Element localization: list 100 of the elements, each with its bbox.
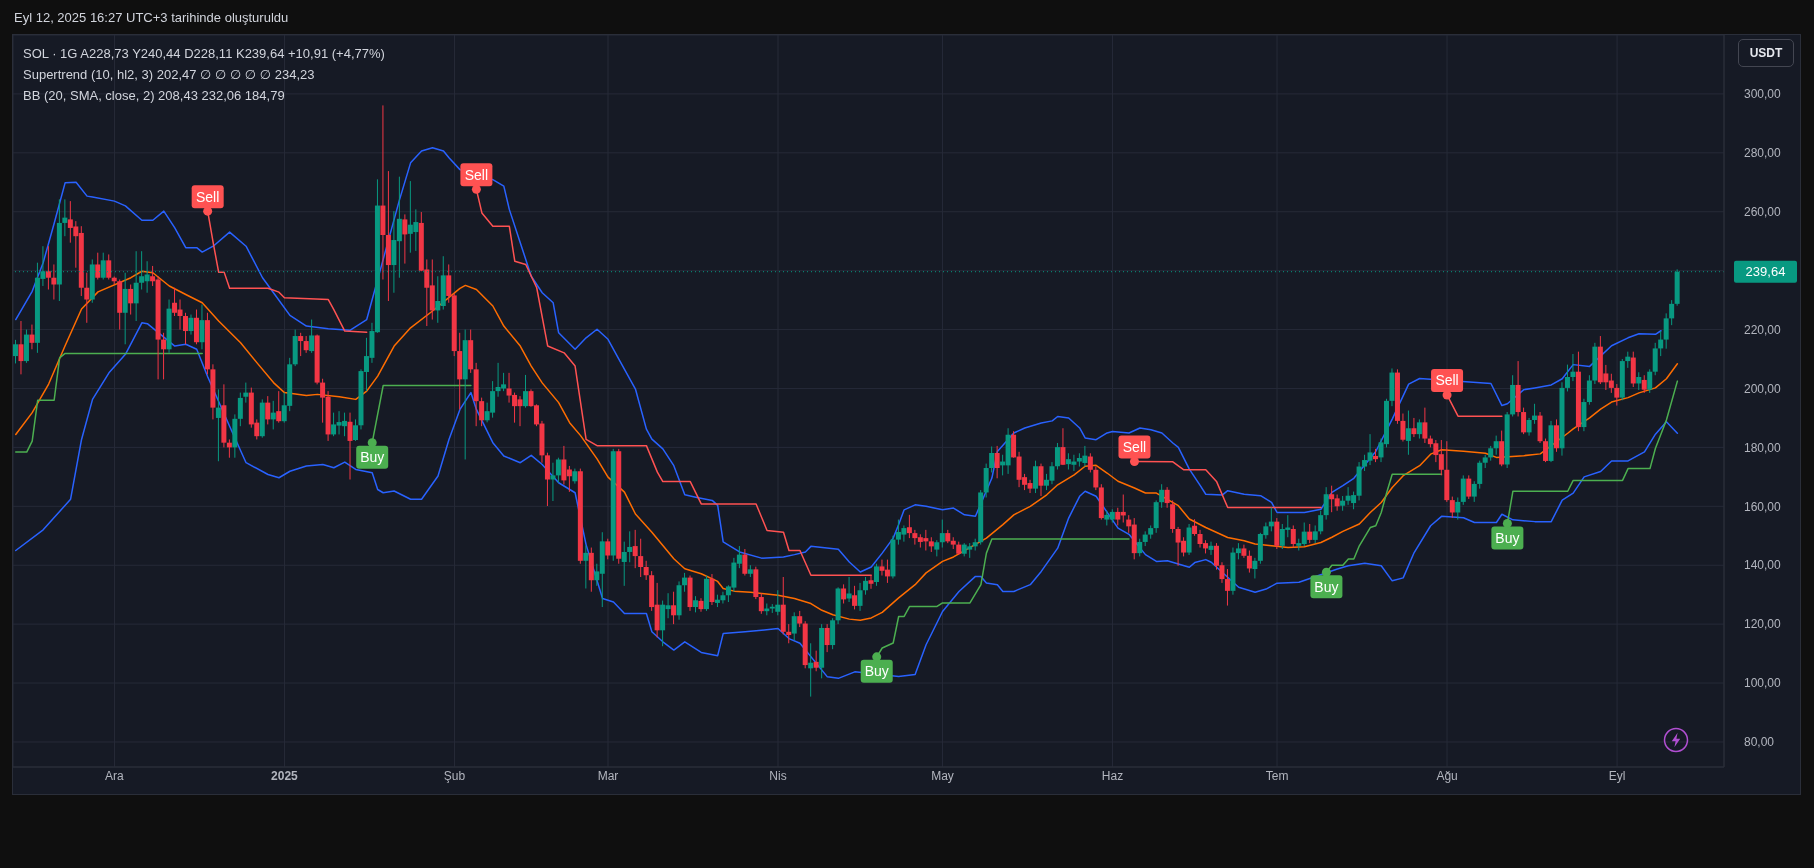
- candlestick: [1652, 342, 1658, 376]
- candlestick: [128, 284, 134, 316]
- candlestick: [18, 320, 24, 375]
- candlestick: [84, 272, 90, 324]
- x-tick-label: Eyl: [1608, 769, 1626, 784]
- candlestick: [237, 392, 243, 427]
- candlestick: [1669, 299, 1675, 326]
- candlestick: [786, 623, 792, 644]
- candlestick: [1532, 403, 1538, 425]
- y-tick-label: 140,00: [1744, 558, 1782, 573]
- annotation: Sell: [1122, 438, 1147, 455]
- line-series: [14, 270, 1679, 622]
- candlestick: [857, 582, 863, 612]
- candlestick: [852, 585, 858, 610]
- y-tick-label: 200,00: [1744, 381, 1782, 396]
- candlestick: [161, 332, 167, 380]
- candlestick: [265, 395, 271, 425]
- y-tick-label: 100,00: [1744, 676, 1782, 691]
- candlestick: [215, 388, 221, 462]
- candlestick: [122, 272, 128, 345]
- candlestick: [1411, 417, 1417, 438]
- candlestick: [1208, 541, 1214, 556]
- candlestick: [1471, 480, 1477, 503]
- candlestick: [627, 530, 633, 563]
- candlestick: [1087, 452, 1093, 473]
- candlestick: [1521, 407, 1527, 435]
- candlestick: [1246, 549, 1252, 574]
- candlestick: [95, 252, 101, 280]
- x-tick-label: Mar: [597, 769, 619, 784]
- candlestick: [1011, 430, 1017, 459]
- candlestick: [402, 213, 408, 265]
- x-tick-label: Ağu: [1436, 769, 1458, 784]
- y-tick-label: 80,00: [1744, 735, 1775, 750]
- candlestick: [1422, 407, 1428, 444]
- candlestick: [353, 418, 359, 442]
- candlestick: [550, 462, 556, 502]
- candlestick: [1586, 374, 1592, 406]
- candlestick: [1318, 510, 1324, 535]
- candlestick: [1307, 523, 1313, 544]
- point: [1129, 457, 1139, 467]
- candlestick: [846, 576, 852, 603]
- candlestick: [1647, 368, 1653, 394]
- line-series: [14, 147, 1662, 573]
- candlestick: [1164, 486, 1170, 509]
- candlestick: [523, 374, 529, 409]
- candlestick: [243, 382, 249, 404]
- candlestick: [605, 538, 611, 560]
- y-tick-label: 160,00: [1744, 499, 1782, 514]
- annotation: Buy: [1495, 529, 1520, 546]
- candlestick: [1323, 486, 1329, 521]
- candlestick: [1290, 524, 1296, 549]
- x-tick-label: Nis: [769, 769, 787, 784]
- candlestick: [298, 332, 304, 357]
- candlestick: [939, 519, 945, 549]
- annotation: Buy: [864, 663, 889, 680]
- annotation: BB (20, SMA, close, 2) 208,43 232,06 184,79: [23, 87, 286, 105]
- x-tick-label: May: [931, 769, 954, 784]
- candlestick: [1033, 460, 1039, 494]
- y-tick-label: 300,00: [1744, 87, 1782, 102]
- candlestick: [1416, 418, 1422, 440]
- candlestick: [638, 538, 644, 578]
- annotation: Buy: [360, 449, 385, 466]
- candlestick: [1400, 413, 1406, 442]
- candlestick: [199, 304, 205, 350]
- candlestick: [1499, 430, 1505, 467]
- candlestick: [758, 592, 764, 615]
- candlestick: [1252, 557, 1258, 579]
- candlestick: [824, 623, 830, 653]
- candlestick: [1477, 460, 1483, 490]
- candlestick: [709, 573, 715, 606]
- candlestick: [621, 541, 627, 587]
- x-tick-label: Haz: [1101, 769, 1124, 784]
- chart-title: Eyl 12, 2025 16:27 UTC+3 tarihinde oluşturuldu: [14, 10, 289, 25]
- candlestick: [183, 312, 188, 345]
- annotation: Sell: [196, 188, 220, 205]
- annotation: Supertrend (10, hl2, 3) 202,47 ∅ ∅ ∅ ∅ ∅ 234,23: [23, 66, 316, 84]
- candlestick: [989, 446, 995, 473]
- candlestick: [29, 324, 35, 350]
- candlestick: [1449, 496, 1455, 519]
- annotation: Buy: [1314, 578, 1339, 595]
- candlestick: [1564, 364, 1570, 392]
- candlestick: [1466, 474, 1472, 500]
- candlestick: [742, 548, 748, 577]
- point: [1502, 518, 1512, 528]
- candlestick: [1054, 442, 1060, 470]
- candlestick: [841, 583, 847, 605]
- y-axis-title: USDT: [1738, 39, 1794, 67]
- candlestick: [868, 575, 874, 590]
- candlestick: [643, 560, 649, 581]
- candlestick: [45, 245, 51, 291]
- text: SOL · 1G A228,73 Y240,44 D228,11 K239,64 +10,91 (+4,77%): [23, 45, 385, 63]
- candlestick: [106, 253, 112, 280]
- y-tick-label: 280,00: [1744, 146, 1782, 161]
- y-tick-label: 120,00: [1744, 617, 1782, 632]
- candlestick: [873, 563, 879, 587]
- candlestick: [555, 457, 561, 484]
- candlestick: [1038, 463, 1044, 497]
- annotation: Sell: [464, 166, 489, 183]
- candlestick: [1658, 330, 1664, 357]
- candlestick: [1570, 353, 1576, 382]
